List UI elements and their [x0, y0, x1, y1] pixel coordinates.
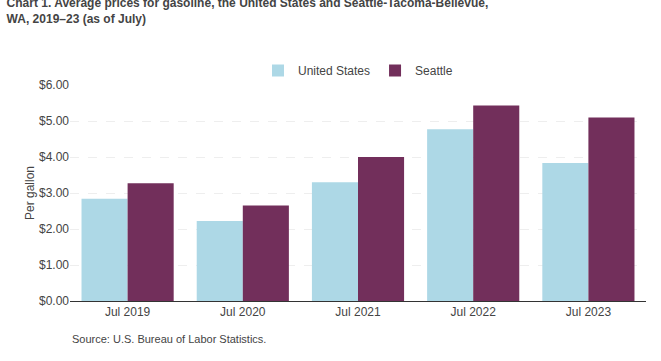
- svg-text:$5.00: $5.00: [39, 114, 69, 128]
- svg-text:$3.00: $3.00: [39, 186, 69, 200]
- svg-text:Source: U.S. Bureau of Labor S: Source: U.S. Bureau of Labor Statistics.: [72, 333, 266, 345]
- svg-text:Chart 1. Average prices for ga: Chart 1. Average prices for gasoline, th…: [7, 0, 489, 26]
- svg-text:$4.00: $4.00: [39, 150, 69, 164]
- svg-text:Jul 2020: Jul 2020: [220, 305, 266, 319]
- svg-text:Seattle: Seattle: [415, 64, 453, 78]
- svg-text:$6.00: $6.00: [39, 78, 69, 92]
- svg-text:Jul 2019: Jul 2019: [105, 305, 151, 319]
- svg-text:Jul 2021: Jul 2021: [335, 305, 381, 319]
- svg-text:Jul 2023: Jul 2023: [566, 305, 612, 319]
- svg-text:$1.00: $1.00: [39, 258, 69, 272]
- svg-text:$0.00: $0.00: [39, 294, 69, 308]
- svg-text:Jul 2022: Jul 2022: [451, 305, 497, 319]
- svg-text:Per gallon: Per gallon: [23, 166, 37, 220]
- svg-text:United States: United States: [298, 64, 370, 78]
- svg-text:$2.00: $2.00: [39, 222, 69, 236]
